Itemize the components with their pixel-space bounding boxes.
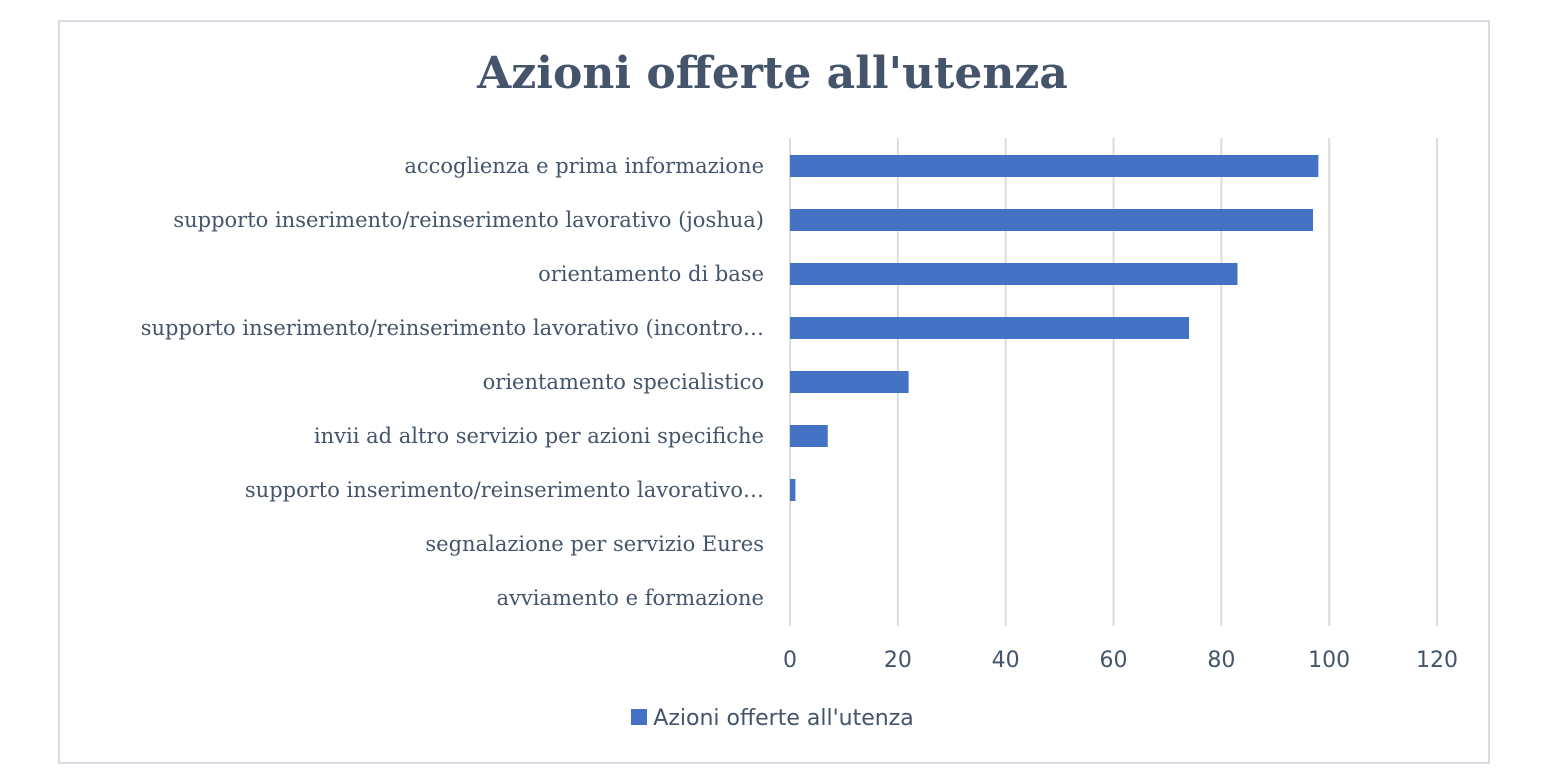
bar [790, 209, 1313, 231]
category-label: accoglienza e prima informazione [404, 154, 764, 178]
bar [790, 155, 1319, 177]
category-labels: accoglienza e prima informazione supporto… [141, 154, 764, 610]
bar [790, 479, 796, 501]
chart-title: Azioni offerte all'utenza [477, 48, 1068, 99]
x-tick-label: 80 [1207, 648, 1235, 673]
category-label: invii ad altro servizio per azioni speci… [314, 424, 764, 448]
bar [790, 263, 1238, 285]
bar [790, 371, 909, 393]
bar [790, 425, 828, 447]
category-label: orientamento di base [538, 262, 764, 286]
chart-frame [58, 20, 1490, 764]
x-tick-label: 60 [1100, 648, 1128, 673]
bar [790, 317, 1189, 339]
category-label: supporto inserimento/reinserimento lavor… [141, 316, 764, 340]
x-axis-ticks: 0 20 40 60 80 100 120 [783, 648, 1458, 673]
x-tick-label: 20 [884, 648, 912, 673]
x-tick-label: 0 [783, 648, 797, 673]
x-tick-label: 120 [1416, 648, 1458, 673]
category-label: segnalazione per servizio Eures [425, 532, 764, 556]
category-label: supporto inserimento/reinserimento lavor… [245, 478, 764, 502]
x-tick-label: 40 [992, 648, 1020, 673]
category-label: supporto inserimento/reinserimento lavor… [173, 208, 764, 232]
x-tick-label: 100 [1308, 648, 1350, 673]
legend-label: Azioni offerte all'utenza [653, 706, 914, 731]
category-label: orientamento specialistico [483, 370, 764, 394]
category-label: avviamento e formazione [497, 586, 764, 610]
bars [790, 155, 1319, 501]
legend: Azioni offerte all'utenza [0, 706, 1545, 731]
legend-swatch [631, 709, 648, 725]
